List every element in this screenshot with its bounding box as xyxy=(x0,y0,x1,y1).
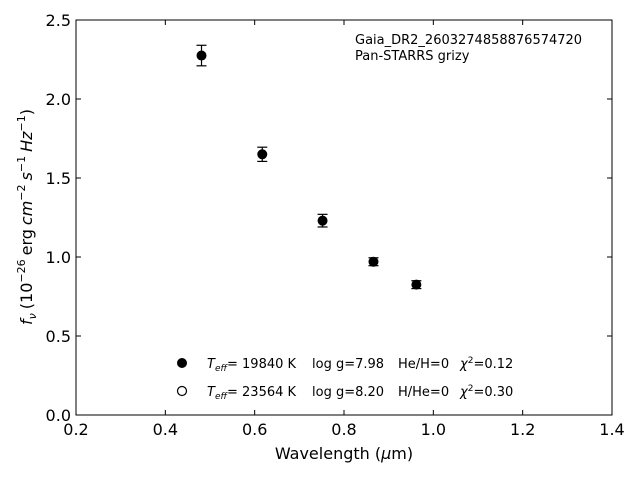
y-axis-title: fν(10−26ergcm−2s−1Hz−1) xyxy=(15,109,39,325)
y-tick-label: 0.5 xyxy=(46,327,71,346)
x-tick-label: 0.4 xyxy=(153,420,178,439)
axis-ticks xyxy=(75,19,613,416)
x-tick-label: 0.8 xyxy=(331,420,356,439)
x-tick-label: 1.2 xyxy=(510,420,535,439)
data-point xyxy=(196,44,207,67)
y-tick-label: 1.5 xyxy=(46,169,71,188)
data-point xyxy=(368,256,379,267)
y-tick-label: 2.5 xyxy=(46,11,71,30)
legend-marker-filled xyxy=(177,358,187,368)
photometry-point xyxy=(257,149,268,160)
object-annotation: Gaia_DR2_2603274858876574720 xyxy=(355,33,582,48)
photometry-point xyxy=(411,279,422,290)
data-point xyxy=(317,213,328,228)
data-point xyxy=(257,146,268,163)
x-tick-label: 0.6 xyxy=(242,420,267,439)
x-tick-label: 1.0 xyxy=(421,420,446,439)
y-tick-label: 1.0 xyxy=(46,248,71,267)
x-tick-label: 1.4 xyxy=(599,420,624,439)
data-point xyxy=(411,279,422,290)
photometry-point xyxy=(368,256,379,267)
y-tick-label: 2.0 xyxy=(46,90,71,109)
data-points xyxy=(196,44,422,290)
axis-tick-labels: 0.2 0.4 0.6 0.8 1.0 1.2 1.4 0.0 0.5 1.0 1.5 2.0 2.5 xyxy=(46,11,625,439)
x-tick-label: 0.2 xyxy=(63,420,88,439)
x-axis-title: Wavelength (μm) xyxy=(275,444,413,463)
survey-annotation: Pan-STARRS grizy xyxy=(355,49,470,64)
photometry-point xyxy=(196,50,207,61)
plot-area xyxy=(75,19,613,416)
legend-marker-open xyxy=(176,385,188,397)
y-tick-label: 0.0 xyxy=(46,406,71,425)
photometry-point xyxy=(317,215,328,226)
